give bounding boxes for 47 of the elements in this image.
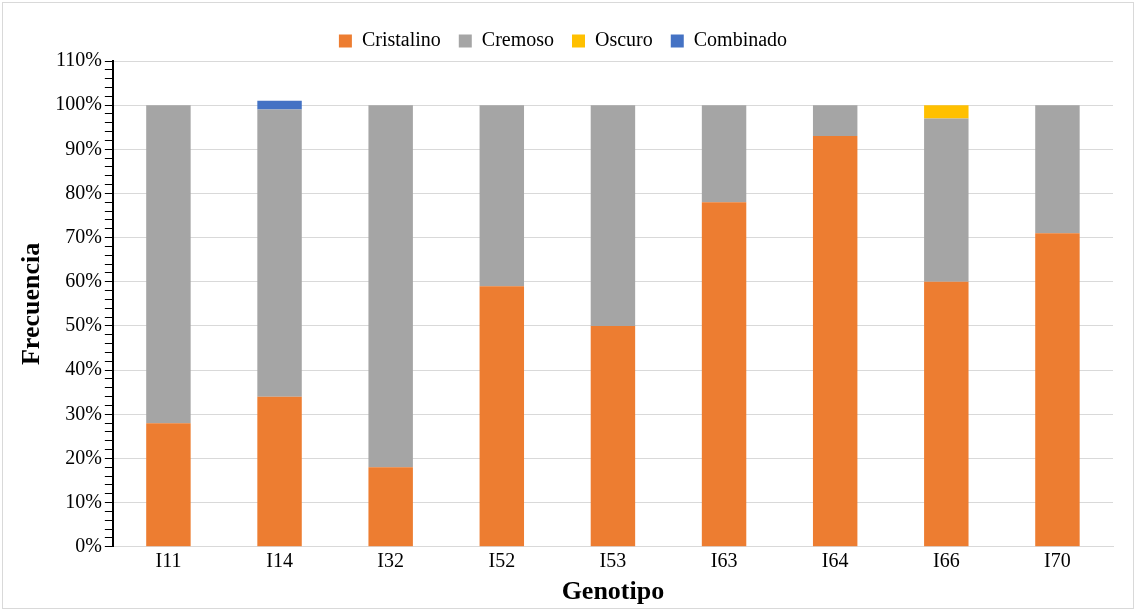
legend-label: Combinado <box>693 28 788 51</box>
y-tick-label: 90% <box>65 136 102 159</box>
bar <box>257 109 302 397</box>
x-tick-label: I64 <box>821 549 849 572</box>
x-tick-label: I66 <box>932 549 960 572</box>
y-tick-label: 10% <box>65 489 102 512</box>
x-tick-label: I11 <box>155 549 182 572</box>
y-tick-label: 70% <box>65 224 102 247</box>
y-tick-label: 20% <box>65 445 102 468</box>
bar <box>812 136 858 547</box>
bar <box>924 118 969 282</box>
bar <box>1035 105 1080 234</box>
x-tick-label: I32 <box>377 549 405 572</box>
y-tick-label: 110% <box>55 48 102 71</box>
bar <box>257 100 302 110</box>
y-tick-label: 40% <box>65 357 102 380</box>
bar <box>590 325 636 547</box>
bar <box>812 105 858 137</box>
x-tick-label: I70 <box>1044 549 1071 572</box>
y-tick-label: 100% <box>55 92 102 115</box>
bar <box>924 105 969 119</box>
legend-label: Cristalino <box>361 28 441 51</box>
bar <box>701 202 747 547</box>
bar <box>590 105 636 326</box>
bar <box>701 105 747 203</box>
legend-label: Oscuro <box>595 28 653 51</box>
bar <box>924 281 969 547</box>
bar <box>146 423 191 547</box>
y-tick-label: 60% <box>65 269 102 292</box>
bar <box>479 105 525 287</box>
y-tick-label: 0% <box>75 534 102 557</box>
x-tick-label: I63 <box>710 549 738 572</box>
bar <box>146 105 191 424</box>
x-tick-label: I14 <box>266 549 293 572</box>
legend-label: Cremoso <box>481 28 555 51</box>
bar <box>368 467 413 547</box>
bar <box>479 286 525 547</box>
y-axis-title: Frecuencia <box>16 242 46 366</box>
bar <box>257 396 302 547</box>
y-tick-label: 80% <box>65 180 102 203</box>
y-tick-label: 50% <box>65 313 102 336</box>
bar <box>1035 233 1080 547</box>
y-tick-label: 30% <box>65 401 102 424</box>
x-tick-label: I53 <box>599 549 627 572</box>
x-tick-label: I52 <box>488 549 516 572</box>
bar <box>368 105 413 468</box>
x-axis-title: Genotipo <box>561 576 665 606</box>
